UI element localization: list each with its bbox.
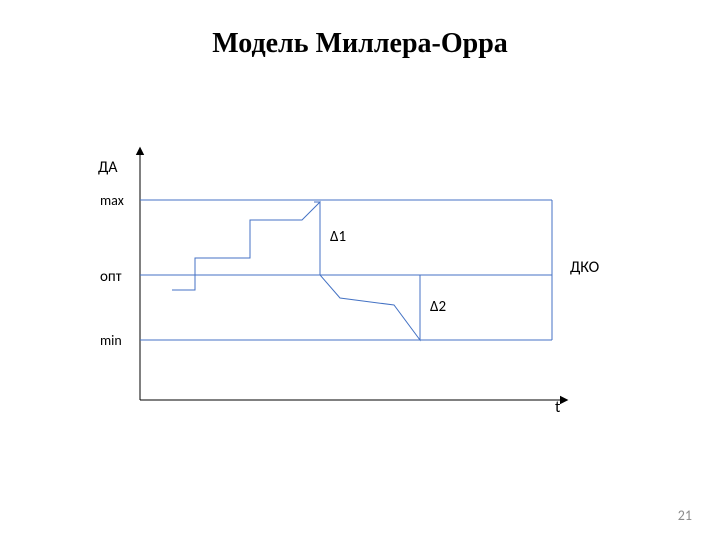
miller-orr-chart [0,0,720,540]
